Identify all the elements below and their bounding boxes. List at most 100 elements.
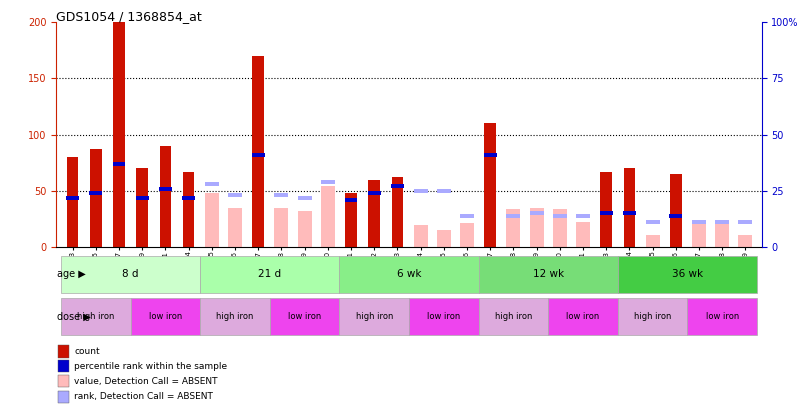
Text: low iron: low iron bbox=[705, 312, 739, 322]
Bar bbox=[692, 220, 706, 247]
Bar bbox=[321, 186, 334, 247]
Bar bbox=[228, 208, 242, 247]
Bar bbox=[321, 180, 334, 184]
Bar bbox=[576, 213, 590, 217]
Bar bbox=[692, 220, 706, 224]
Bar bbox=[479, 298, 548, 335]
Text: 12 wk: 12 wk bbox=[533, 269, 564, 279]
Bar bbox=[646, 234, 659, 247]
Bar bbox=[252, 56, 264, 247]
Bar bbox=[58, 345, 69, 358]
Bar bbox=[182, 196, 195, 200]
Bar bbox=[670, 174, 682, 247]
Bar bbox=[228, 193, 242, 197]
Text: dose ▶: dose ▶ bbox=[57, 312, 90, 322]
Bar bbox=[392, 177, 403, 247]
Bar bbox=[114, 22, 125, 247]
Text: high iron: high iron bbox=[77, 312, 114, 322]
Text: 8 d: 8 d bbox=[123, 269, 139, 279]
Text: rank, Detection Call = ABSENT: rank, Detection Call = ABSENT bbox=[74, 392, 213, 401]
Bar bbox=[160, 146, 171, 247]
Bar bbox=[506, 209, 521, 247]
Text: high iron: high iron bbox=[216, 312, 254, 322]
Bar bbox=[339, 298, 409, 335]
Bar bbox=[297, 196, 312, 200]
Bar bbox=[506, 213, 521, 217]
Bar bbox=[618, 298, 688, 335]
Bar bbox=[738, 220, 752, 224]
Bar bbox=[61, 298, 131, 335]
Text: low iron: low iron bbox=[567, 312, 600, 322]
Bar bbox=[345, 193, 357, 247]
Bar bbox=[67, 157, 78, 247]
Bar bbox=[61, 256, 200, 293]
Bar bbox=[413, 224, 428, 247]
Bar bbox=[113, 162, 126, 166]
Bar bbox=[623, 211, 636, 215]
Bar bbox=[183, 172, 194, 247]
Bar bbox=[58, 390, 69, 403]
Bar bbox=[58, 375, 69, 388]
Bar bbox=[624, 168, 635, 247]
Bar bbox=[530, 208, 543, 247]
Bar bbox=[460, 224, 474, 247]
Bar bbox=[136, 196, 148, 200]
Bar bbox=[58, 360, 69, 372]
Bar bbox=[553, 209, 567, 247]
Bar bbox=[275, 208, 289, 247]
Bar bbox=[576, 222, 590, 247]
Text: count: count bbox=[74, 347, 100, 356]
Text: high iron: high iron bbox=[355, 312, 393, 322]
Bar bbox=[646, 220, 659, 224]
Bar bbox=[738, 234, 752, 247]
Bar bbox=[437, 230, 451, 247]
Bar bbox=[600, 211, 613, 215]
Bar bbox=[413, 189, 428, 193]
Bar bbox=[553, 213, 567, 217]
Bar bbox=[131, 298, 200, 335]
Text: 6 wk: 6 wk bbox=[397, 269, 422, 279]
Bar bbox=[89, 191, 102, 195]
Text: high iron: high iron bbox=[634, 312, 671, 322]
Bar bbox=[618, 256, 757, 293]
Text: 21 d: 21 d bbox=[258, 269, 281, 279]
Text: low iron: low iron bbox=[149, 312, 182, 322]
Bar bbox=[368, 191, 380, 195]
Bar bbox=[715, 222, 729, 247]
Text: value, Detection Call = ABSENT: value, Detection Call = ABSENT bbox=[74, 377, 218, 386]
Bar bbox=[345, 198, 357, 202]
Bar bbox=[479, 256, 618, 293]
Bar bbox=[548, 298, 618, 335]
Bar bbox=[484, 153, 496, 157]
Bar bbox=[530, 211, 543, 215]
Bar bbox=[205, 182, 218, 186]
Text: percentile rank within the sample: percentile rank within the sample bbox=[74, 362, 227, 371]
Bar bbox=[66, 196, 79, 200]
Bar bbox=[339, 256, 479, 293]
Bar bbox=[200, 256, 339, 293]
Bar bbox=[460, 213, 474, 217]
Bar bbox=[251, 153, 264, 157]
Text: 36 wk: 36 wk bbox=[672, 269, 703, 279]
Text: age ▶: age ▶ bbox=[57, 269, 85, 279]
Bar bbox=[437, 189, 451, 193]
Bar bbox=[205, 193, 218, 247]
Bar bbox=[484, 124, 496, 247]
Text: GDS1054 / 1368854_at: GDS1054 / 1368854_at bbox=[56, 10, 202, 23]
Bar bbox=[391, 184, 404, 188]
Text: low iron: low iron bbox=[288, 312, 322, 322]
Bar bbox=[297, 211, 312, 247]
Bar bbox=[275, 193, 289, 197]
Bar bbox=[670, 213, 682, 217]
Text: high iron: high iron bbox=[495, 312, 532, 322]
Bar bbox=[159, 187, 172, 191]
Bar bbox=[90, 149, 102, 247]
Bar bbox=[409, 298, 479, 335]
Bar bbox=[270, 298, 339, 335]
Bar bbox=[715, 220, 729, 224]
Bar bbox=[600, 172, 612, 247]
Bar bbox=[136, 168, 148, 247]
Bar bbox=[368, 180, 380, 247]
Bar bbox=[688, 298, 757, 335]
Bar bbox=[200, 298, 270, 335]
